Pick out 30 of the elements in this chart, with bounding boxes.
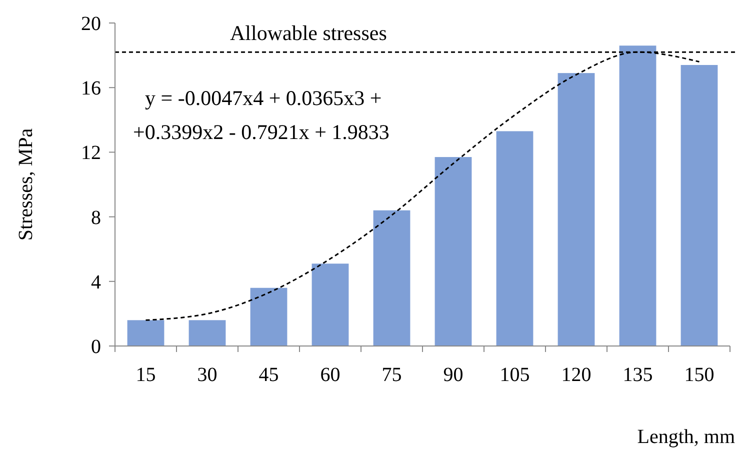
x-tick-label: 60: [320, 364, 340, 386]
bar: [680, 64, 718, 346]
x-tick-label: 135: [622, 364, 653, 386]
x-axis-title: Length, mm: [637, 426, 736, 448]
bar: [188, 320, 226, 346]
bar: [373, 210, 410, 346]
bar: [558, 73, 595, 346]
y-tick-label: 16: [81, 78, 101, 100]
x-tick-label: 75: [382, 364, 402, 386]
x-tick-label: 90: [443, 364, 464, 386]
y-tick-label: 8: [91, 206, 101, 229]
bar: [250, 288, 288, 346]
x-tick-label: 105: [500, 364, 530, 386]
y-tick-label: 20: [81, 13, 101, 35]
x-tick-label: 45: [258, 364, 279, 386]
x-tick-label: 15: [136, 364, 156, 386]
bar: [127, 320, 164, 346]
y-tick-label: 4: [91, 271, 101, 294]
x-tick-label: 30: [197, 364, 218, 386]
y-tick-label: 0: [91, 336, 101, 358]
x-tick-label: 120: [561, 364, 592, 386]
bar: [434, 157, 472, 346]
y-tick-label: 12: [81, 142, 101, 164]
bar: [619, 46, 656, 346]
bar: [312, 264, 349, 346]
ref-line-label: Allowable stresses: [230, 21, 387, 46]
annotation: y = -0.0047x4 + 0.0365x3 + +0.3399x2 - 0.7921x + 1.9833: [133, 86, 390, 144]
bar: [496, 131, 534, 346]
x-tick-label: 150: [684, 364, 714, 386]
y-axis-title: Stresses, MPa: [15, 128, 37, 241]
